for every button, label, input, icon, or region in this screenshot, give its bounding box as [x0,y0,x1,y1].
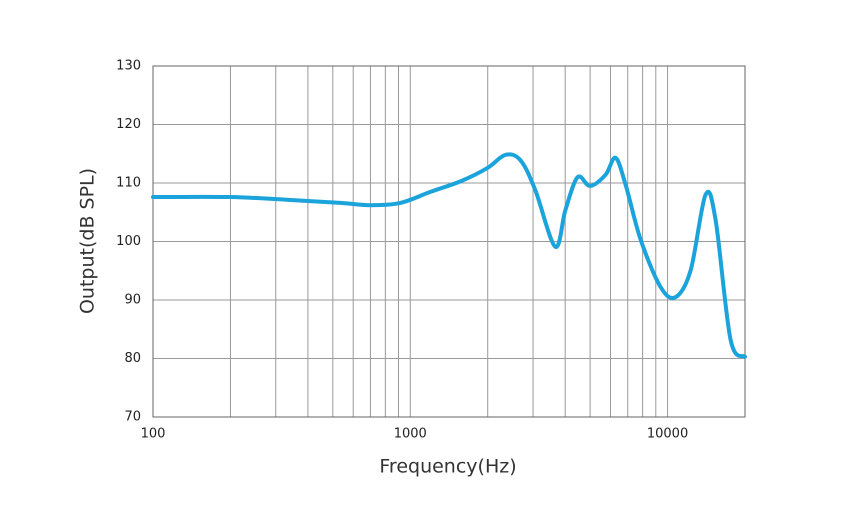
x-tick-label: 1000 [394,427,427,442]
x-axis-title: Frequency(Hz) [379,456,516,478]
y-tick-label: 130 [116,59,141,74]
x-tick-label: 10000 [647,427,688,442]
x-tick-label: 100 [141,427,166,442]
plot-frame [152,65,746,418]
y-tick-label: 80 [124,351,141,366]
y-tick-label: 100 [116,234,141,249]
response-line [151,152,747,359]
y-tick-label: 70 [124,410,141,425]
y-axis-title: Output(dB SPL) [77,168,99,314]
y-tick-label: 90 [124,293,141,308]
y-tick-label: 120 [116,117,141,132]
y-tick-label: 110 [116,176,141,191]
